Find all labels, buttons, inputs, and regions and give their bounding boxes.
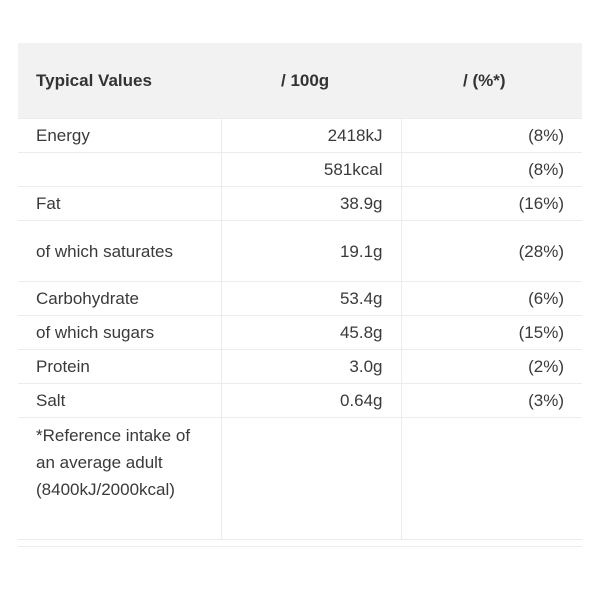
nutrient-name: Protein — [18, 349, 221, 384]
percent-value: (6%) — [400, 281, 582, 316]
percent-value: (8%) — [400, 152, 582, 187]
table-row-energy-kj: Energy 2418kJ (8%) — [18, 118, 582, 153]
nutrient-name: Energy — [18, 118, 221, 153]
table-row-carbohydrate: Carbohydrate 53.4g (6%) — [18, 281, 582, 316]
table-row-footnote: *Reference intake of an average adult (8… — [18, 417, 582, 540]
per-100g-value: 19.1g — [220, 220, 401, 282]
per-100g-value: 45.8g — [220, 315, 401, 350]
nutrient-name: Fat — [18, 186, 221, 221]
table-row-salt: Salt 0.64g (3%) — [18, 383, 582, 418]
nutrient-name: Carbohydrate — [18, 281, 221, 316]
header-typical-values: Typical Values — [36, 70, 152, 90]
table-row-spacer — [18, 539, 582, 547]
spacer-cell — [18, 539, 221, 547]
nutrient-name — [18, 152, 221, 187]
table-row-energy-kcal: 581kcal (8%) — [18, 152, 582, 187]
nutrient-name: Salt — [18, 383, 221, 418]
per-100g-value: 3.0g — [220, 349, 401, 384]
nutrient-name: of which saturates — [18, 220, 221, 282]
percent-value: (16%) — [400, 186, 582, 221]
table-row-sugars: of which sugars 45.8g (15%) — [18, 315, 582, 350]
per-100g-value: 2418kJ — [220, 118, 401, 153]
percent-value: (8%) — [400, 118, 582, 153]
per-100g-value: 581kcal — [220, 152, 401, 187]
percent-value: (15%) — [400, 315, 582, 350]
nutrient-name: of which sugars — [18, 315, 221, 350]
reference-intake-footnote: *Reference intake of an average adult (8… — [18, 417, 221, 540]
header-percent-ri: / (%*) — [463, 70, 506, 90]
spacer-cell — [401, 539, 582, 547]
table-row-fat: Fat 38.9g (16%) — [18, 186, 582, 221]
empty-cell — [400, 417, 582, 540]
spacer-cell — [221, 539, 401, 547]
header-row: Typical Values / 100g / (%*) — [18, 43, 582, 119]
table-row-saturates: of which saturates 19.1g (28%) — [18, 220, 582, 282]
per-100g-value: 38.9g — [220, 186, 401, 221]
nutrition-table: Typical Values / 100g / (%*) Energy 2418… — [18, 43, 582, 547]
percent-value: (3%) — [400, 383, 582, 418]
table-body: Energy 2418kJ (8%) 581kcal (8%) Fat 38.9… — [18, 118, 582, 547]
nutrition-table-container: Typical Values / 100g / (%*) Energy 2418… — [18, 43, 582, 547]
percent-value: (2%) — [400, 349, 582, 384]
per-100g-value: 0.64g — [220, 383, 401, 418]
table-row-protein: Protein 3.0g (2%) — [18, 349, 582, 384]
table-header: Typical Values / 100g / (%*) — [18, 43, 582, 119]
per-100g-value: 53.4g — [220, 281, 401, 316]
empty-cell — [220, 417, 401, 540]
percent-value: (28%) — [400, 220, 582, 282]
header-per-100g: / 100g — [281, 70, 330, 90]
